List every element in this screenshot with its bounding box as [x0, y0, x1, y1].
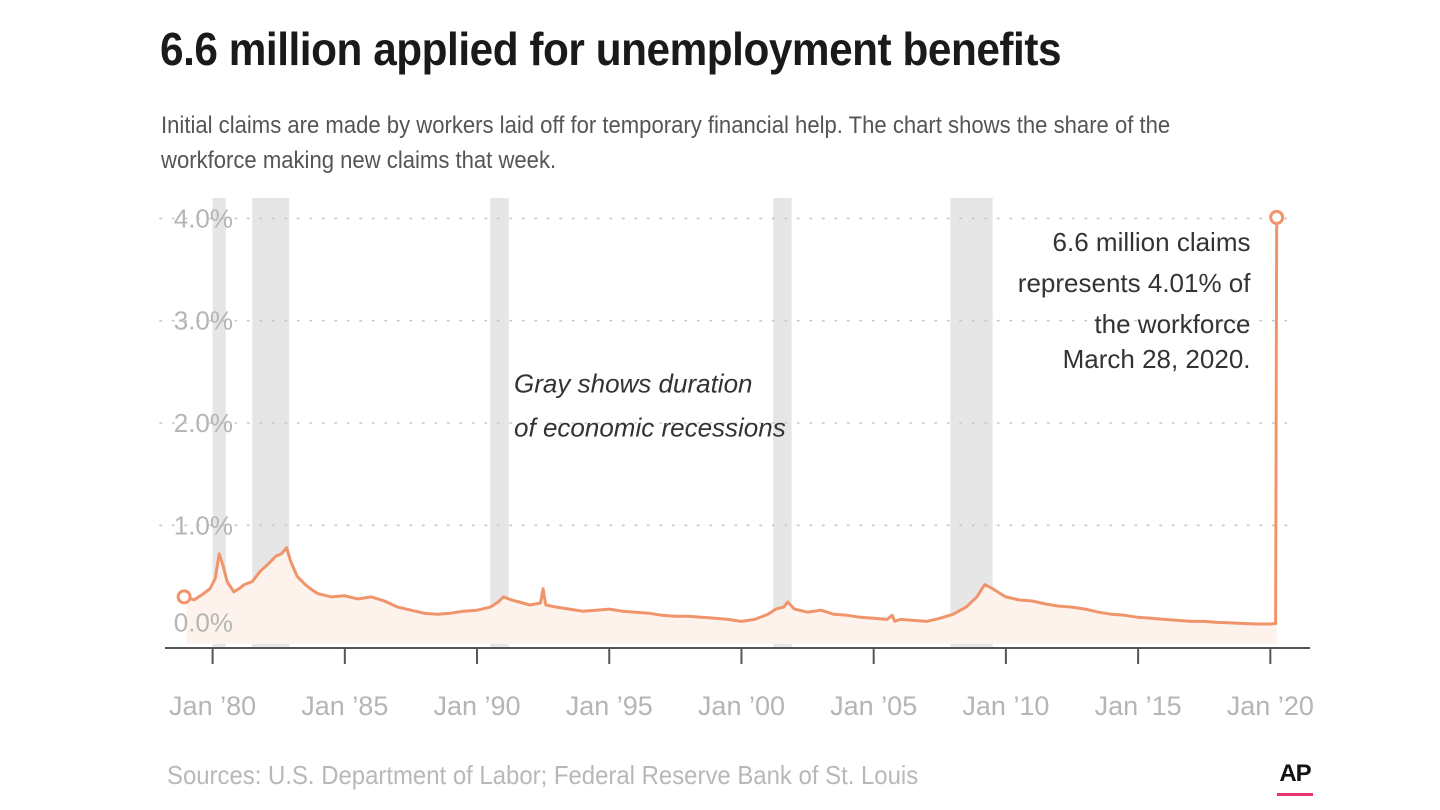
- y-tick-label: 3.0%: [174, 306, 233, 336]
- x-tick-label: Jan ’15: [1095, 691, 1182, 721]
- x-tick-label: Jan ’90: [433, 691, 520, 721]
- y-tick-label: 4.0%: [174, 203, 233, 233]
- x-tick-label: Jan ’10: [962, 691, 1049, 721]
- annotation-text: Gray shows duration: [514, 368, 752, 398]
- series-area: [186, 217, 1277, 644]
- area-fill-group: [186, 217, 1277, 644]
- ap-logo: AP: [1277, 760, 1313, 796]
- series-start-marker: [176, 589, 192, 605]
- source-note: Sources: U.S. Department of Labor; Feder…: [167, 760, 919, 790]
- y-tick-label: 1.0%: [174, 510, 233, 540]
- ap-logo-underline: [1277, 793, 1313, 796]
- x-tick-label: Jan ’05: [830, 691, 917, 721]
- y-tick-label: 2.0%: [174, 408, 233, 438]
- series-line: [184, 215, 1279, 626]
- x-tick-label: Jan ’85: [301, 691, 388, 721]
- recession-band-4: [773, 198, 792, 648]
- annotation-text: of economic recessions: [514, 412, 786, 442]
- series-end-marker: [1269, 209, 1285, 225]
- ap-logo-text: AP: [1279, 760, 1311, 787]
- chart-title: 6.6 million applied for unemployment ben…: [160, 23, 1062, 75]
- x-tick-label: Jan ’20: [1227, 691, 1314, 721]
- series-group: [176, 209, 1285, 626]
- x-tick-label: Jan ’95: [566, 691, 653, 721]
- x-tick-label: Jan ’80: [169, 691, 256, 721]
- y-axis-ticks: 0.0% 1.0% 2.0% 3.0% 4.0%: [174, 203, 233, 637]
- y-tick-label: 0.0%: [174, 607, 233, 637]
- annotation-text: represents 4.01% of: [1018, 268, 1251, 298]
- chart-subtitle: Initial claims are made by workers laid …: [161, 112, 1171, 174]
- annotation-text: March 28, 2020.: [1063, 344, 1251, 374]
- recession-band-1: [212, 198, 226, 648]
- annotations: Gray shows duration of economic recessio…: [514, 227, 1251, 442]
- gridlines: [159, 217, 1291, 527]
- annotation-text: 6.6 million claims: [1053, 227, 1251, 257]
- annotation-text: the workforce: [1094, 309, 1250, 339]
- x-axis-ticks: Jan ’80 Jan ’85 Jan ’90 Jan ’95 Jan ’00 Jan ’…: [169, 648, 1314, 721]
- x-tick-label: Jan ’00: [698, 691, 785, 721]
